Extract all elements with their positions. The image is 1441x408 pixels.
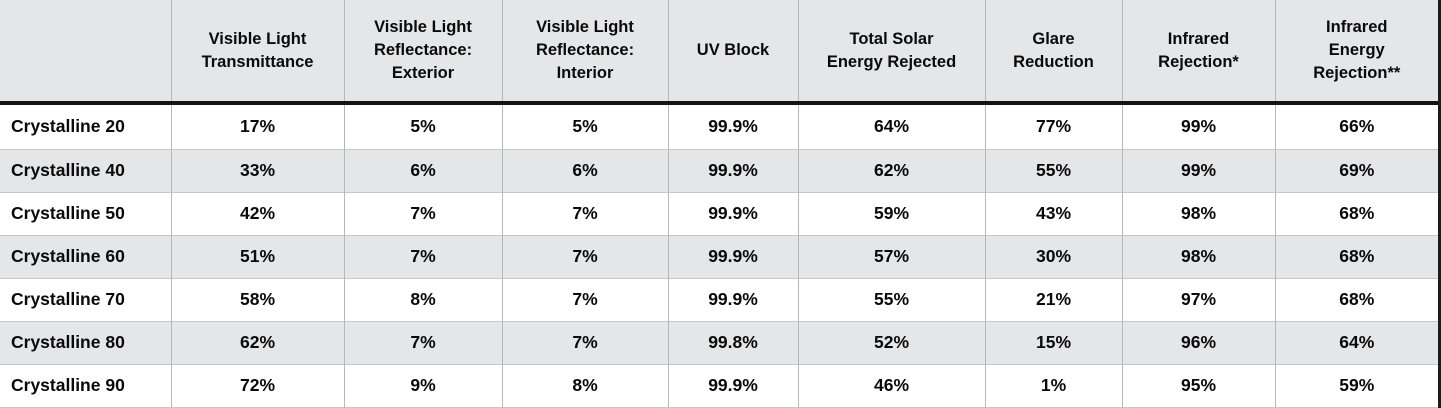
spec-value-cell: 33% xyxy=(170,148,344,193)
spec-value-cell: 30% xyxy=(984,234,1122,279)
column-header-product xyxy=(0,0,171,105)
spec-value-cell: 96% xyxy=(1121,320,1275,365)
product-name-cell: Crystalline 50 xyxy=(0,191,171,236)
column-header-total-solar-energy-rejected: Total Solar Energy Rejected xyxy=(797,0,985,105)
spec-value-cell: 7% xyxy=(343,234,502,279)
spec-value-cell: 5% xyxy=(343,103,502,150)
spec-value-cell: 77% xyxy=(984,103,1122,150)
product-name-cell: Crystalline 20 xyxy=(11,116,125,137)
spec-value-cell: 55% xyxy=(797,277,985,322)
spec-value-cell: 8% xyxy=(501,363,668,408)
table-row-crystalline-60: Crystalline 60 51% 7% 7% 99.9% 57% 30% 9… xyxy=(0,234,1438,279)
spec-value-cell: 6% xyxy=(501,148,668,193)
spec-value-cell: 97% xyxy=(1121,277,1275,322)
table-body: Crystalline 20 17% 5% 5% 99.9% 64% 77% 9… xyxy=(0,103,1438,408)
spec-value-cell: 99.9% xyxy=(667,191,798,236)
spec-value-cell: 68% xyxy=(1274,277,1438,322)
spec-value-cell: 99% xyxy=(1121,148,1275,193)
spec-value-cell: 68% xyxy=(1274,234,1438,279)
column-header-infrared-energy-rejection: Infrared Energy Rejection** xyxy=(1274,0,1438,105)
spec-value-cell: 51% xyxy=(170,234,344,279)
table-header: Visible Light Transmittance Visible Ligh… xyxy=(0,0,1438,105)
spec-value-cell: 7% xyxy=(501,234,668,279)
product-name-cell: Crystalline 70 xyxy=(0,277,171,322)
spec-value-cell: 99.9% xyxy=(667,363,798,408)
spec-value-cell: 5% xyxy=(501,103,668,150)
spec-value-cell: 8% xyxy=(343,277,502,322)
product-name-cell: Crystalline 40 xyxy=(0,148,171,193)
spec-value-cell: 66% xyxy=(1274,103,1438,150)
spec-value-cell: 21% xyxy=(984,277,1122,322)
spec-value-cell: 59% xyxy=(1274,363,1438,408)
spec-value-cell: 7% xyxy=(501,277,668,322)
spec-value-cell: 99.9% xyxy=(667,103,798,150)
spec-value-cell: 59% xyxy=(797,191,985,236)
column-header-uv-block: UV Block xyxy=(667,0,798,105)
spec-value-cell: 99.9% xyxy=(667,148,798,193)
table-row-crystalline-70: Crystalline 70 58% 8% 7% 99.9% 55% 21% 9… xyxy=(0,277,1438,322)
table-header-row: Visible Light Transmittance Visible Ligh… xyxy=(0,0,1438,105)
spec-value-cell: 69% xyxy=(1274,148,1438,193)
spec-value-cell: 7% xyxy=(343,320,502,365)
column-header-visible-light-reflectance-exterior: Visible Light Reflectance: Exterior xyxy=(343,0,502,105)
table-row-crystalline-20: Crystalline 20 17% 5% 5% 99.9% 64% 77% 9… xyxy=(0,103,1438,150)
spec-value-cell: 98% xyxy=(1121,191,1275,236)
column-header-visible-light-reflectance-interior: Visible Light Reflectance: Interior xyxy=(501,0,668,105)
table-row-crystalline-40: Crystalline 40 33% 6% 6% 99.9% 62% 55% 9… xyxy=(0,148,1438,193)
spec-value-cell: 99% xyxy=(1121,103,1275,150)
spec-value-cell: 43% xyxy=(984,191,1122,236)
spec-value-cell: 6% xyxy=(343,148,502,193)
spec-value-cell: 52% xyxy=(797,320,985,365)
spec-value-cell: 99.8% xyxy=(667,320,798,365)
spec-value-cell: 58% xyxy=(170,277,344,322)
spec-value-cell: 7% xyxy=(343,191,502,236)
spec-value-cell: 7% xyxy=(501,191,668,236)
spec-value-cell: 99.9% xyxy=(667,234,798,279)
spec-value-cell: 68% xyxy=(1274,191,1438,236)
product-name-cell: Crystalline 60 xyxy=(0,234,171,279)
column-header-visible-light-transmittance: Visible Light Transmittance xyxy=(170,0,344,105)
spec-value-cell: 7% xyxy=(501,320,668,365)
spec-value-cell: 72% xyxy=(170,363,344,408)
table-row-crystalline-50: Crystalline 50 42% 7% 7% 99.9% 59% 43% 9… xyxy=(0,191,1438,236)
spec-value-cell: 15% xyxy=(984,320,1122,365)
column-header-glare-reduction: Glare Reduction xyxy=(984,0,1122,105)
spec-value-cell: 55% xyxy=(984,148,1122,193)
spec-value-cell: 1% xyxy=(984,363,1122,408)
spec-value-cell: 17% xyxy=(170,103,344,150)
column-header-infrared-rejection: Infrared Rejection* xyxy=(1121,0,1275,105)
spec-value-cell: 95% xyxy=(1121,363,1275,408)
table-row-crystalline-90: Crystalline 90 72% 9% 8% 99.9% 46% 1% 95… xyxy=(0,363,1438,408)
spec-value-cell: 46% xyxy=(797,363,985,408)
spec-value-cell: 42% xyxy=(170,191,344,236)
spec-value-cell: 99.9% xyxy=(667,277,798,322)
spec-value-cell: 57% xyxy=(797,234,985,279)
product-name-cell: Crystalline 80 xyxy=(0,320,171,365)
table-row-crystalline-80: Crystalline 80 62% 7% 7% 99.8% 52% 15% 9… xyxy=(0,320,1438,365)
spec-value-cell: 64% xyxy=(1274,320,1438,365)
spec-value-cell: 62% xyxy=(797,148,985,193)
spec-value-cell: 62% xyxy=(170,320,344,365)
spec-value-cell: 98% xyxy=(1121,234,1275,279)
spec-value-cell: 64% xyxy=(797,103,985,150)
spec-value-cell: 9% xyxy=(343,363,502,408)
product-name-cell: Crystalline 90 xyxy=(0,363,171,408)
